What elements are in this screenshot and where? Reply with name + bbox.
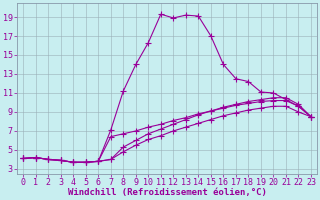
X-axis label: Windchill (Refroidissement éolien,°C): Windchill (Refroidissement éolien,°C) (68, 188, 267, 197)
